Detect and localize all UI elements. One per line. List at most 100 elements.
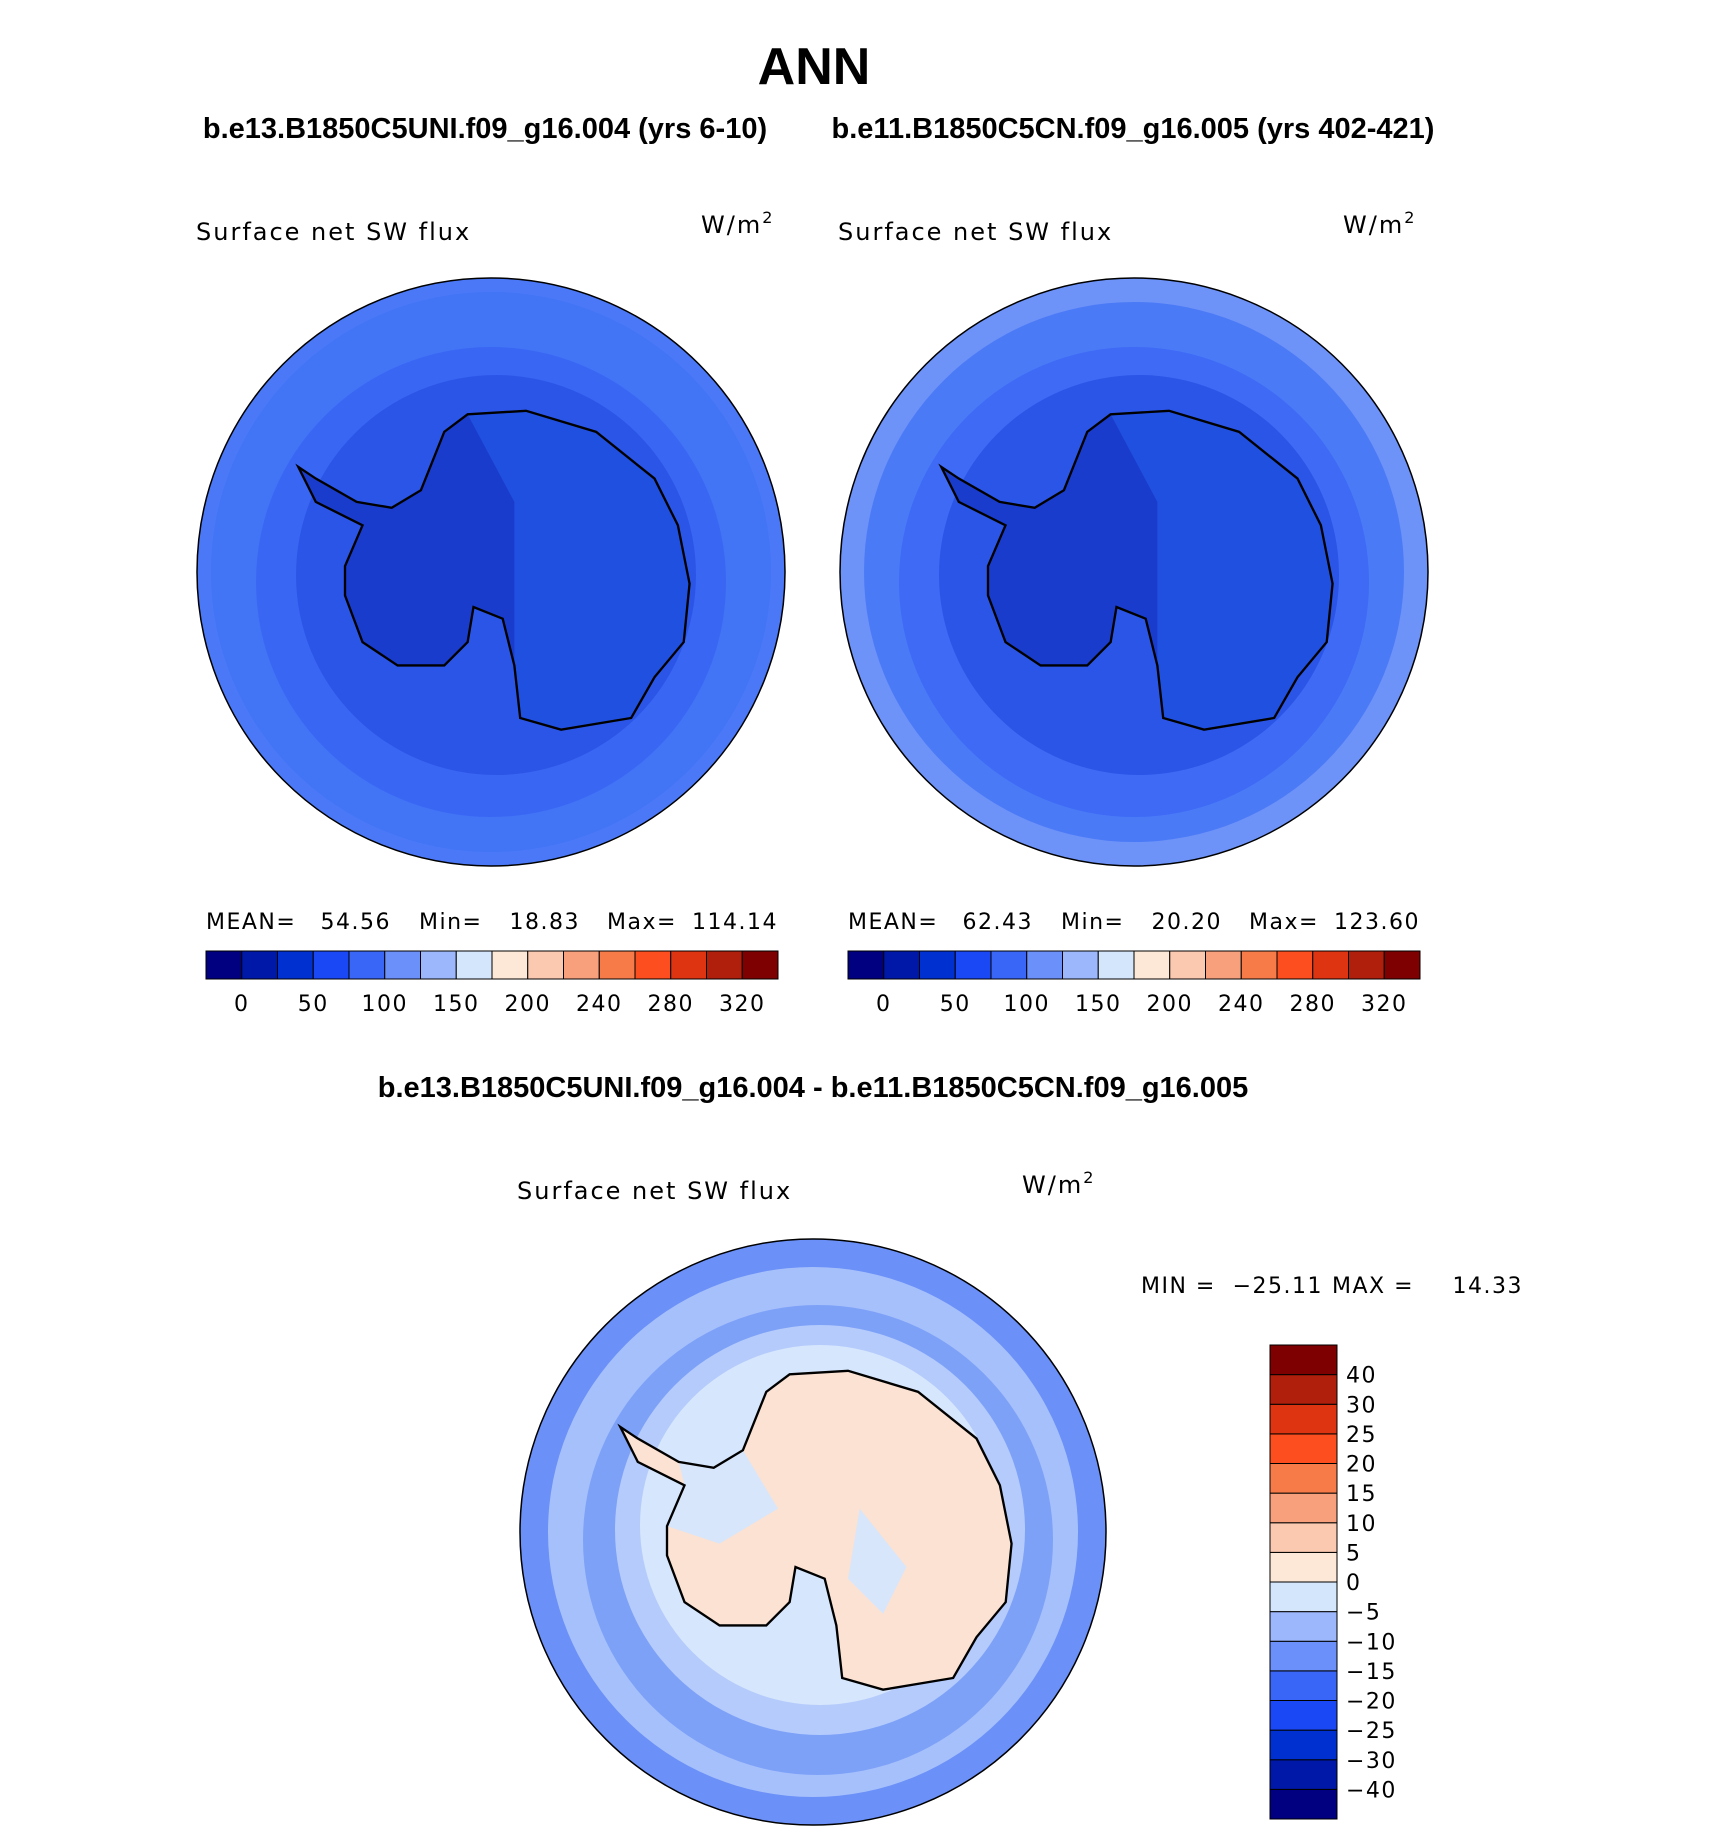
colorbar-box: [1383, 950, 1421, 980]
colorbar-box: [1276, 950, 1314, 980]
stat-value: 54.56: [321, 910, 391, 935]
stat-value: 18.83: [510, 910, 580, 935]
colorbar-label: 40: [1346, 1364, 1377, 1389]
units-label: W/m2: [1022, 1168, 1095, 1199]
stat-label: MAX =: [1332, 1274, 1414, 1299]
colorbar-box: [1169, 950, 1206, 980]
colorbar-box: [1269, 1551, 1338, 1583]
stat-value: 62.43: [963, 910, 1033, 935]
colorbar-box: [1269, 1640, 1338, 1672]
colorbar-label: 320: [719, 992, 766, 1017]
colorbar-label: −5: [1346, 1601, 1381, 1626]
colorbar-box: [420, 950, 457, 980]
colorbar-label: −20: [1346, 1690, 1397, 1715]
units-label: W/m2: [1343, 208, 1416, 239]
colorbar-box: [563, 950, 600, 980]
stat-label: MEAN=: [848, 910, 938, 935]
colorbar-label: 100: [362, 992, 409, 1017]
colorbar-label: 30: [1346, 1393, 1377, 1418]
colorbar-box: [527, 950, 564, 980]
colorbar-box: [1026, 950, 1063, 980]
colorbar-box: [1269, 1463, 1338, 1494]
colorbar-box: [384, 950, 421, 980]
stat-value: 123.60: [1334, 910, 1420, 935]
units-sup: 2: [1404, 208, 1416, 227]
case-title: b.e11.B1850C5CN.f09_g16.005 (yrs 402-421…: [832, 113, 1435, 145]
colorbar-label: 150: [433, 992, 480, 1017]
colorbar-box: [598, 950, 636, 980]
map-border: [519, 1238, 1107, 1826]
colorbar-box: [491, 950, 529, 980]
colorbar-box: [312, 950, 350, 980]
variable-label: Surface net SW flux: [196, 218, 471, 246]
colorbar-box: [847, 950, 885, 980]
stat-label: Min=: [1061, 910, 1124, 935]
colorbar-label: 0: [876, 992, 892, 1017]
stat-label: MEAN=: [206, 910, 296, 935]
figure-title: ANN: [758, 38, 871, 96]
colorbar-box: [741, 950, 779, 980]
colorbar-label: 320: [1361, 992, 1408, 1017]
colorbar-label: −15: [1346, 1660, 1397, 1685]
difference-title: b.e13.B1850C5UNI.f09_g16.004 - b.e11.B18…: [378, 1072, 1249, 1104]
colorbar-box: [670, 950, 707, 980]
colorbar-box: [1269, 1403, 1338, 1435]
colorbar-box: [1062, 950, 1099, 980]
colorbar-box: [1269, 1522, 1338, 1553]
colorbar-box: [1312, 950, 1349, 980]
colorbar-label: 240: [576, 992, 623, 1017]
colorbar-box: [348, 950, 386, 980]
colorbar-box: [1269, 1788, 1338, 1820]
map-border: [196, 277, 786, 867]
units: W/m: [1343, 211, 1404, 239]
units: W/m: [701, 211, 762, 239]
colorbar-label: 200: [505, 992, 552, 1017]
colorbar-box: [1269, 1374, 1338, 1405]
colorbar-label: 50: [940, 992, 971, 1017]
case-title: b.e13.B1850C5UNI.f09_g16.004 (yrs 6-10): [203, 113, 767, 145]
map: [840, 278, 1428, 866]
stat-label: Min=: [419, 910, 482, 935]
colorbar-box: [1269, 1729, 1338, 1761]
stat-value: −25.11: [1233, 1274, 1323, 1299]
stat-value: 14.33: [1453, 1274, 1523, 1299]
colorbar-label: 50: [298, 992, 329, 1017]
colorbar-box: [1269, 1670, 1338, 1701]
colorbar-box: [1205, 950, 1242, 980]
colorbar-box: [455, 950, 493, 980]
colorbar-box: [990, 950, 1028, 980]
colorbar-label: −40: [1346, 1778, 1397, 1803]
map-border: [839, 277, 1429, 867]
units: W/m: [1022, 1171, 1083, 1199]
stat-label: MIN =: [1141, 1274, 1216, 1299]
stat-label: Max=: [607, 910, 677, 935]
colorbar-box: [919, 950, 956, 980]
colorbar-label: 0: [1346, 1571, 1362, 1596]
stat-label: Max=: [1249, 910, 1319, 935]
units-sup: 2: [762, 208, 774, 227]
colorbar-box: [241, 950, 278, 980]
colorbar-label: 200: [1147, 992, 1194, 1017]
colorbar-box: [1348, 950, 1385, 980]
annotations: MEAN= 54.56 Min= 18.83 Max= 114.140 50 100 150 20…: [205, 910, 1523, 1820]
colorbar-box: [706, 950, 743, 980]
colorbar-label: 0: [234, 992, 250, 1017]
colorbar-box: [1240, 950, 1278, 980]
colorbar-box: [1269, 1700, 1338, 1731]
colorbar-box: [277, 950, 314, 980]
colorbar-box: [954, 950, 992, 980]
colorbar-box: [1269, 1611, 1338, 1642]
units-sup: 2: [1083, 1168, 1095, 1187]
colorbar-label: −10: [1346, 1630, 1397, 1655]
colorbar-box: [1269, 1344, 1338, 1376]
colorbar-box: [1133, 950, 1171, 980]
colorbar-box: [205, 950, 243, 980]
colorbar-label: 280: [648, 992, 695, 1017]
map: [197, 278, 785, 866]
colorbar-box: [634, 950, 672, 980]
variable-label: Surface net SW flux: [838, 218, 1113, 246]
colorbar-box: [883, 950, 920, 980]
map: [520, 1239, 1106, 1825]
colorbar-box: [1269, 1433, 1338, 1464]
